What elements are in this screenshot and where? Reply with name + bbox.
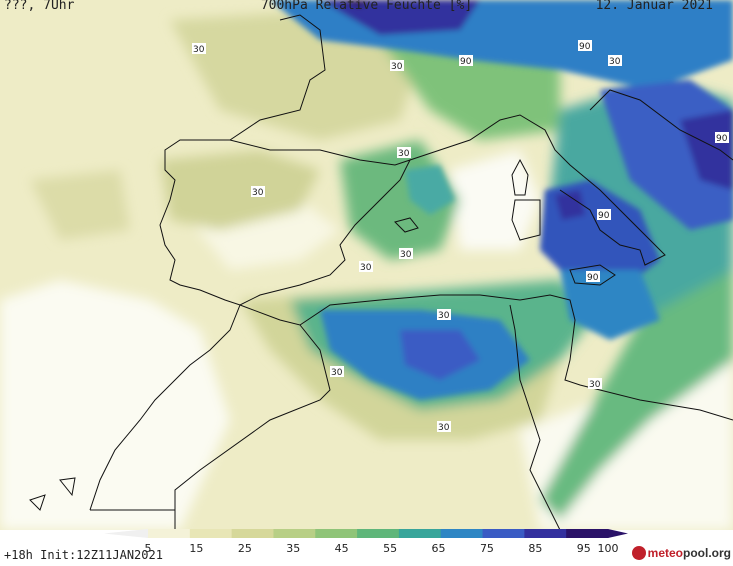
wet-core-tyrrhenian — [555, 190, 585, 220]
colorbar-swatch — [189, 529, 233, 538]
svg-text:30: 30 — [400, 250, 412, 260]
dry-area-west — [0, 280, 230, 530]
contour-label: 30 — [588, 378, 602, 390]
colorbar-swatch — [357, 529, 400, 538]
contour-label: 30 — [437, 309, 451, 321]
svg-text:30: 30 — [331, 368, 343, 378]
contour-label: 90 — [459, 55, 473, 67]
colorbar-tick-label: 100 — [598, 542, 619, 555]
humid-area-corsica — [405, 165, 455, 215]
colorbar-tick-label: 65 — [432, 542, 446, 555]
contour-label: 90 — [715, 132, 729, 144]
svg-text:90: 90 — [587, 273, 599, 283]
svg-text:30: 30 — [391, 62, 403, 72]
contour-label: 30 — [192, 43, 206, 55]
contour-label: 30 — [359, 261, 373, 273]
map-title: 700hPa Relative Feuchte [%] — [260, 0, 473, 13]
colorbar-swatch — [482, 529, 525, 538]
contour-label: 30 — [399, 248, 413, 260]
colorbar-tick-label: 35 — [286, 542, 300, 555]
moist-area-atlantic — [30, 170, 130, 240]
colorbar-ticks: 5 15 25 35 45 55 65 75 85 95 100 — [145, 542, 619, 555]
svg-text:90: 90 — [598, 211, 610, 221]
svg-text:30: 30 — [360, 263, 372, 273]
colorbar-swatches — [104, 529, 628, 538]
svg-text:90: 90 — [716, 134, 728, 144]
colorbar-swatch — [398, 529, 442, 538]
contour-label: 90 — [578, 40, 592, 52]
brand-part-3: .org — [708, 546, 731, 560]
svg-text:90: 90 — [460, 57, 472, 67]
contour-label: 90 — [586, 271, 600, 283]
wet-core-north — [320, 0, 480, 35]
svg-text:30: 30 — [398, 149, 410, 159]
svg-text:30: 30 — [193, 45, 205, 55]
contour-label: 30 — [330, 366, 344, 378]
svg-text:30: 30 — [252, 188, 264, 198]
humid-area-east-band — [540, 270, 733, 520]
contour-label: 30 — [397, 147, 411, 159]
svg-text:90: 90 — [579, 42, 591, 52]
contour-label: 30 — [608, 55, 622, 67]
brand-logo-icon — [631, 546, 646, 560]
valid-time: ???, 7Uhr — [4, 0, 75, 13]
map-header: ???, 7Uhr 700hPa Relative Feuchte [%] 12… — [0, 0, 733, 18]
contour-label: 30 — [251, 186, 265, 198]
colorbar-tick-label: 75 — [480, 542, 494, 555]
colorbar-left-arrow — [104, 529, 148, 538]
contour-label: 30 — [390, 60, 404, 72]
wet-core-balkan — [680, 110, 733, 190]
colorbar-tick-label: 55 — [383, 542, 397, 555]
colorbar-tick-label: 15 — [189, 542, 203, 555]
colorbar-swatch — [566, 529, 609, 538]
contour-labels: 30 30 90 90 30 90 30 30 90 30 30 90 30 3… — [192, 40, 729, 433]
colorbar-swatch — [273, 529, 316, 538]
brand-part-2: pool — [683, 546, 709, 560]
colorbar-tick-label: 85 — [528, 542, 542, 555]
wet-area-sicily — [560, 270, 660, 340]
brand-part-1: meteo — [647, 546, 683, 560]
humidity-map: 30 30 90 90 30 90 30 30 90 30 30 90 30 3… — [0, 0, 733, 530]
moist-area-iberia-north — [160, 150, 320, 230]
coastlines — [29, 14, 733, 530]
svg-text:30: 30 — [609, 57, 621, 67]
wet-core-top — [340, 0, 370, 8]
wet-core-algeria — [400, 330, 480, 380]
colorbar-swatch — [440, 529, 484, 538]
colorbar-tick-label: 25 — [238, 542, 252, 555]
svg-text:30: 30 — [438, 423, 450, 433]
colorbar-swatch — [231, 529, 274, 538]
run-info: +18h Init:12Z11JAN2021 — [4, 548, 163, 562]
colorbar: 5 15 25 35 45 55 65 75 85 95 100 — [104, 529, 628, 555]
svg-text:30: 30 — [589, 380, 601, 390]
contour-label: 30 — [437, 421, 451, 433]
colorbar-tick-label: 45 — [335, 542, 349, 555]
colorbar-tick-label: 5 — [145, 542, 152, 555]
map-date: 12. Januar 2021 — [595, 0, 713, 13]
colorbar-swatch — [524, 529, 567, 538]
dry-area-tyrrhenian — [450, 150, 540, 250]
colorbar-swatch — [315, 529, 358, 538]
contour-label: 90 — [597, 209, 611, 221]
colorbar-swatch — [148, 529, 191, 538]
colorbar-tick-label: 95 — [577, 542, 591, 555]
svg-text:30: 30 — [438, 311, 450, 321]
colorbar-right-arrow — [608, 529, 628, 538]
brand-logo[interactable]: meteopool.org — [631, 546, 731, 560]
